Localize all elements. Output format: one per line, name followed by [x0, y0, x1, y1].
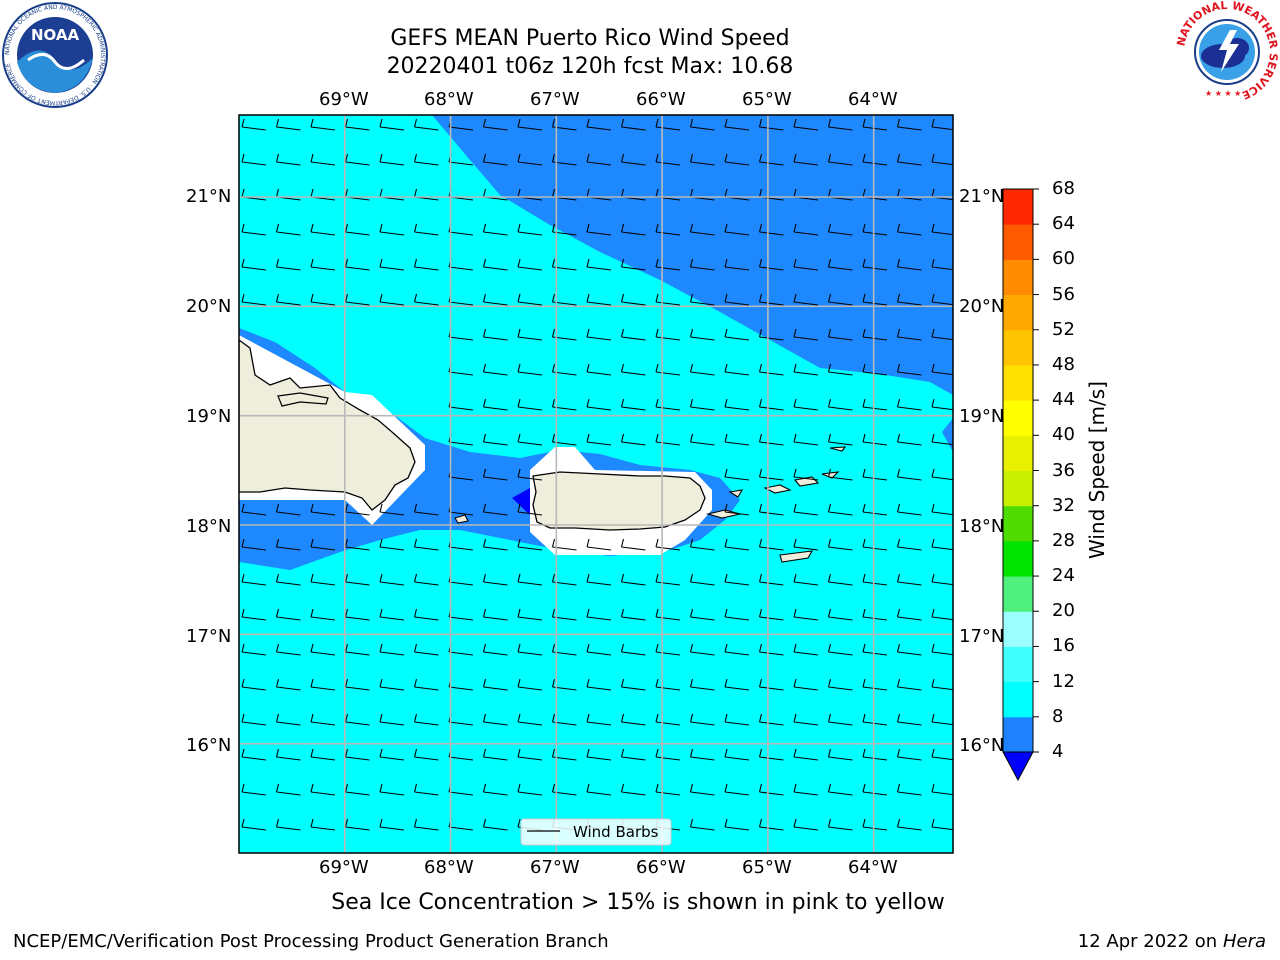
lat-label-right-21: 21°N — [959, 186, 1005, 207]
lon-label-bottom-64: 64°W — [848, 857, 898, 878]
colorbar-tick-label: 64 — [1052, 213, 1075, 235]
lon-label-bottom-66: 66°W — [636, 857, 686, 878]
footer-date: 12 Apr 2022 on Hera — [1078, 931, 1266, 952]
lon-label-top-65: 65°W — [742, 89, 792, 110]
colorbar-label: Wind Speed [m/s] — [1085, 381, 1109, 559]
lon-label-top-69: 69°W — [319, 89, 369, 110]
sea-ice-note: Sea Ice Concentration > 15% is shown in … — [331, 890, 945, 915]
noaa-logo: NATIONAL OCEANIC AND ATMOSPHERIC ADMINIS… — [2, 2, 108, 108]
colorbar-segment — [1003, 716, 1033, 753]
puerto-rico-land — [532, 471, 706, 531]
chart-subtitle: 20220401 t06z 120h fcst Max: 10.68 — [386, 54, 794, 79]
colorbar-tick-label: 44 — [1052, 389, 1075, 411]
lat-label-right-20: 20°N — [959, 296, 1005, 317]
colorbar-segment — [1003, 259, 1033, 296]
colorbar-segment — [1003, 611, 1033, 647]
lon-label-bottom-65: 65°W — [742, 857, 792, 878]
colorbar-tick-label: 36 — [1052, 459, 1075, 481]
lat-label-right-17: 17°N — [959, 626, 1005, 647]
colorbar-tick-label: 28 — [1052, 529, 1075, 551]
nws-logo: NATIONAL WEATHER SERVICE ★ ★ ★ ★ — [1175, 0, 1280, 100]
colorbar-tick-label: 40 — [1052, 424, 1075, 446]
colorbar-segment — [1003, 294, 1033, 331]
lat-label-left-16: 16°N — [186, 735, 232, 756]
footer-date-text: 12 Apr 2022 on — [1077, 931, 1223, 952]
noaa-logo-text: NOAA — [31, 26, 80, 44]
colorbar-segment — [1003, 329, 1033, 366]
colorbar-segment — [1003, 224, 1033, 260]
lon-label-bottom-68: 68°W — [424, 857, 474, 878]
colorbar — [1002, 188, 1039, 782]
hispaniola-land — [239, 339, 416, 511]
lat-label-left-21: 21°N — [186, 186, 232, 207]
colorbar-tick-label: 32 — [1052, 494, 1075, 516]
colorbar-segment — [1003, 505, 1033, 542]
lat-label-left-19: 19°N — [186, 406, 232, 427]
lon-label-top-66: 66°W — [636, 89, 686, 110]
colorbar-segment — [1003, 189, 1033, 225]
lon-label-top-68: 68°W — [424, 89, 474, 110]
legend-label: Wind Barbs — [573, 823, 659, 841]
lat-label-left-17: 17°N — [186, 626, 232, 647]
lat-label-right-16: 16°N — [959, 735, 1005, 756]
lon-label-bottom-69: 69°W — [319, 857, 369, 878]
colorbar-segment — [1003, 364, 1033, 401]
lon-label-top-64: 64°W — [848, 89, 898, 110]
colorbar-under-extend — [1002, 751, 1034, 782]
lat-label-left-20: 20°N — [186, 296, 232, 317]
colorbar-tick-label: 56 — [1052, 283, 1075, 305]
chart-title: GEFS MEAN Puerto Rico Wind Speed — [390, 26, 790, 51]
lon-label-top-67: 67°W — [530, 89, 580, 110]
colorbar-segment — [1003, 681, 1033, 718]
lat-label-left-18: 18°N — [186, 516, 232, 537]
colorbar-tick-label: 12 — [1052, 670, 1075, 692]
colorbar-segment — [1003, 576, 1033, 612]
footer-machine: Hera — [1222, 931, 1266, 952]
map-gridlines — [239, 115, 953, 853]
colorbar-tick-label: 20 — [1052, 600, 1075, 622]
footer-credit: NCEP/EMC/Verification Post Processing Pr… — [13, 931, 609, 952]
colorbar-tick-label: 60 — [1052, 248, 1075, 270]
colorbar-segment — [1003, 435, 1033, 471]
colorbar-tick-label: 8 — [1052, 705, 1064, 727]
wind-barbs-legend: Wind Barbs — [520, 818, 672, 846]
colorbar-segment — [1003, 400, 1033, 436]
wind-4-8-region-north — [432, 115, 953, 395]
colorbar-segment — [1003, 646, 1033, 683]
colorbar-tick-label: 24 — [1052, 565, 1075, 587]
lat-label-right-19: 19°N — [959, 406, 1005, 427]
colorbar-tick-label: 48 — [1052, 353, 1075, 375]
lon-label-bottom-67: 67°W — [530, 857, 580, 878]
lat-label-right-18: 18°N — [959, 516, 1005, 537]
colorbar-tick-label: 68 — [1052, 178, 1075, 199]
colorbar-segment — [1003, 540, 1033, 577]
colorbar-tick-label: 52 — [1052, 318, 1075, 340]
svg-text:★ ★ ★ ★: ★ ★ ★ ★ — [1205, 89, 1241, 98]
colorbar-segment — [1003, 470, 1033, 507]
colorbar-tick-label: 4 — [1052, 741, 1064, 762]
colorbar-tick-label: 16 — [1052, 635, 1075, 657]
